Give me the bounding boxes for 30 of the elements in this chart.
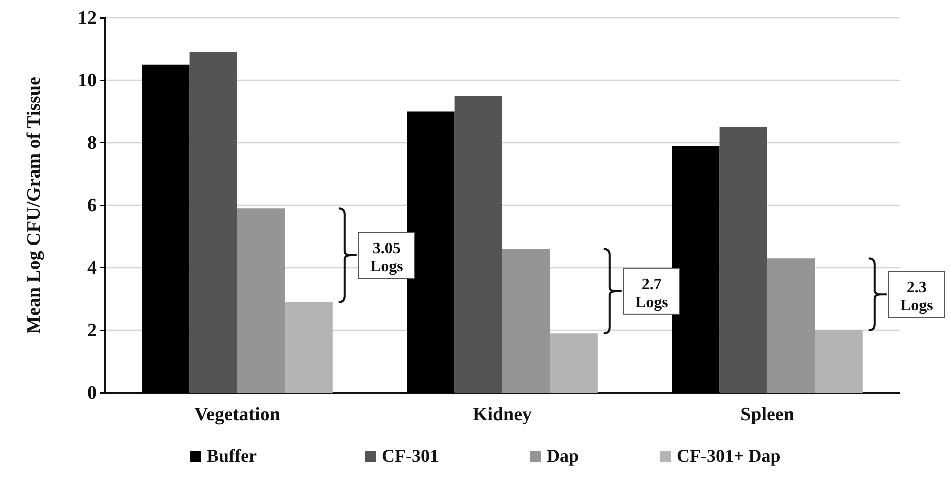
y-tick-label: 4 [88,258,98,280]
bar [238,208,286,393]
y-tick-label: 12 [78,8,97,30]
legend-label: Dap [547,446,580,466]
bar [190,52,238,393]
bar [768,258,816,393]
bar [502,249,550,393]
y-tick-label: 2 [88,320,97,342]
bar [815,330,863,393]
legend-label: Buffer [207,446,257,466]
bar [285,302,333,393]
legend-label: CF-301 [382,446,439,466]
bar [550,334,598,393]
annotation: 3.05 Logs [370,240,404,276]
x-tick-label: Kidney [472,404,533,426]
annotation: 2.7 Logs [635,276,668,312]
bar [142,64,190,393]
y-axis-title: Mean Log CFU/Gram of Tissue [24,77,45,334]
y-tick-label: 0 [88,383,97,404]
bar [672,146,720,393]
y-tick-label: 10 [78,70,97,92]
bar [454,96,502,393]
y-tick-label: 6 [88,196,97,217]
y-tick-label: 8 [88,133,97,154]
bar [407,112,455,393]
legend-label: CF-301+ Dap [677,446,781,466]
x-tick-label: Vegetation [194,404,281,426]
text: 2.3 Logs [900,280,934,315]
bar [720,127,768,393]
x-tick-label: Spleen [740,404,795,426]
